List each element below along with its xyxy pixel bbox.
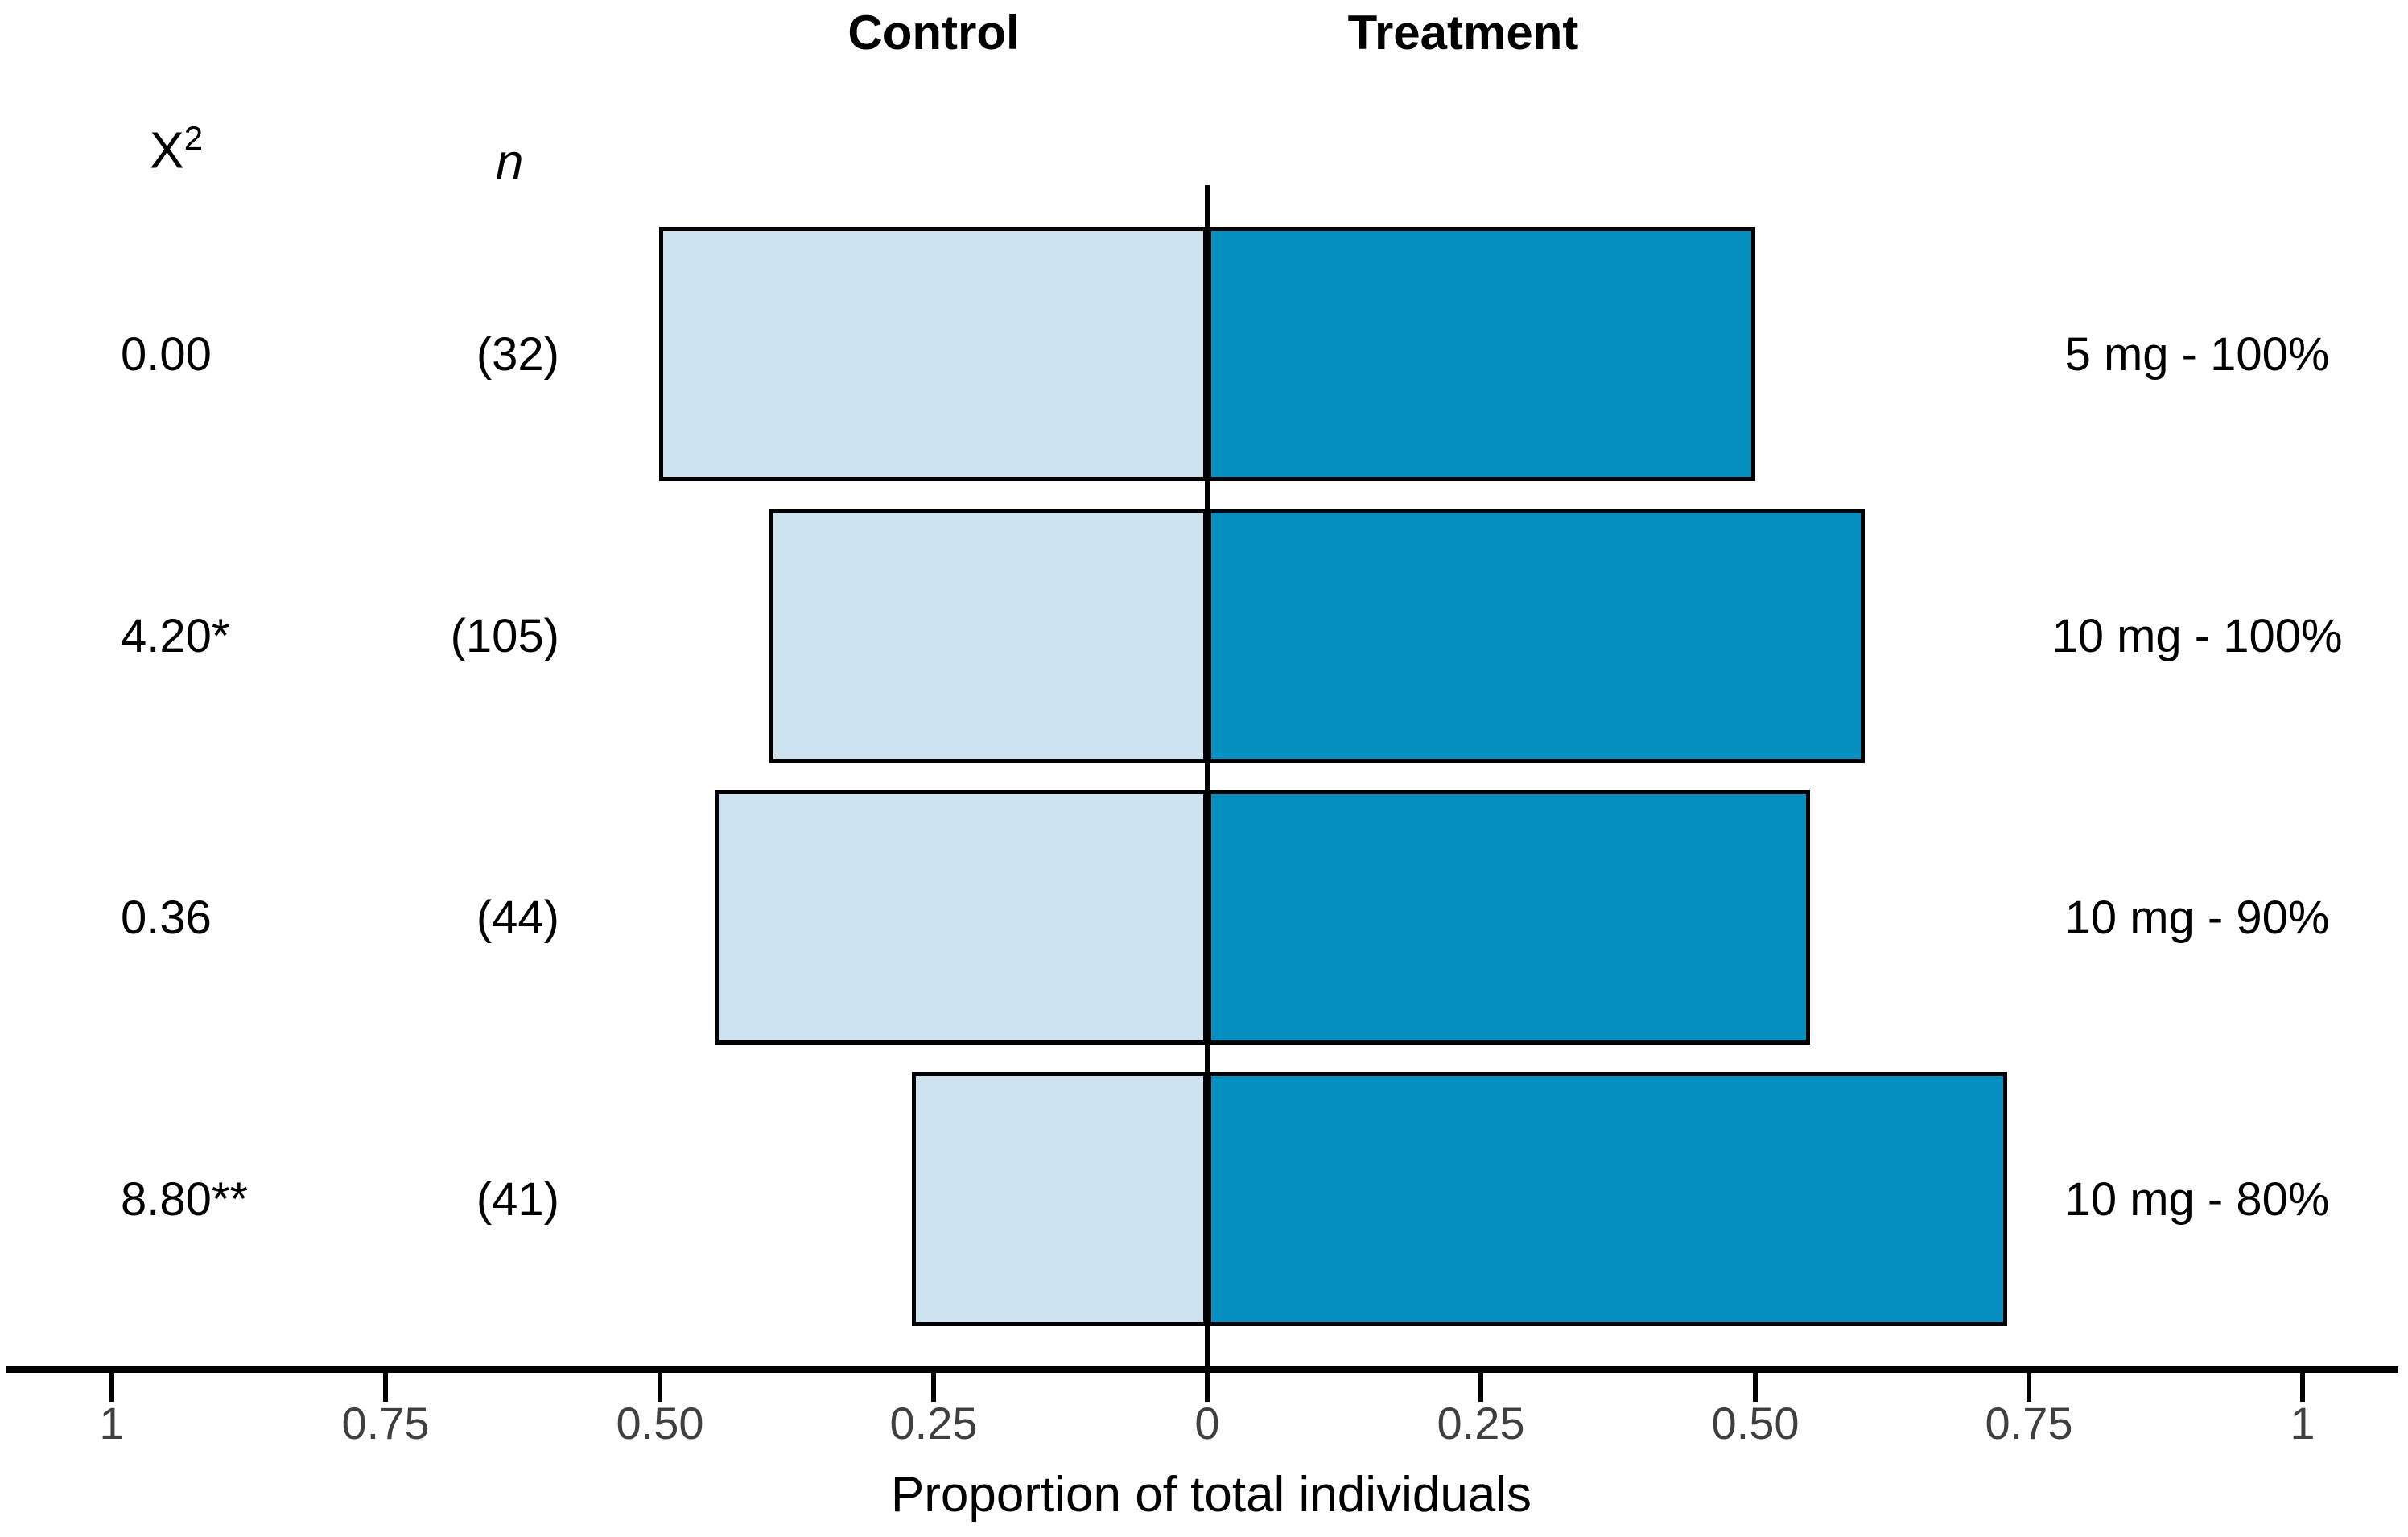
x-axis-line xyxy=(6,1366,2398,1373)
chi-square-column-header: X2 xyxy=(150,119,203,179)
x-tick-label: 0.75 xyxy=(1985,1398,2073,1448)
chi-square-value: 0.36 xyxy=(121,891,212,944)
x-tick-mark xyxy=(658,1373,662,1402)
x-tick-mark xyxy=(1753,1373,1758,1402)
control-column-title: Control xyxy=(847,6,1020,60)
treatment-bar xyxy=(1207,1072,2007,1326)
x-tick-label: 0.50 xyxy=(1711,1398,1800,1448)
zero-baseline xyxy=(1205,185,1210,1373)
control-bar xyxy=(659,227,1207,481)
x-tick-mark xyxy=(383,1373,388,1402)
x-tick-mark xyxy=(2300,1373,2305,1402)
x-tick-label: 0.50 xyxy=(616,1398,704,1448)
x-tick-mark xyxy=(109,1373,114,1402)
treatment-bar xyxy=(1207,790,1810,1045)
x-tick-mark xyxy=(1205,1373,1210,1402)
control-bar xyxy=(912,1072,1207,1326)
chi-square-symbol: X xyxy=(150,121,184,179)
chi-square-value: 4.20* xyxy=(121,609,230,662)
chi-square-exponent: 2 xyxy=(183,119,204,157)
n-value: (41) xyxy=(476,1172,559,1226)
x-axis-title: Proportion of total individuals xyxy=(890,1467,1532,1523)
row-label: 5 mg - 100% xyxy=(2064,328,2330,381)
row-label: 10 mg - 80% xyxy=(2064,1172,2330,1226)
x-tick-label: 1 xyxy=(99,1398,125,1448)
n-value: (44) xyxy=(476,891,559,944)
n-column-header: n xyxy=(496,134,524,190)
x-tick-label: 0 xyxy=(1194,1398,1220,1448)
n-value: (105) xyxy=(450,609,559,662)
control-bar xyxy=(715,790,1207,1045)
treatment-bar xyxy=(1207,509,1865,763)
x-tick-mark xyxy=(931,1373,936,1402)
x-tick-label: 0.25 xyxy=(889,1398,978,1448)
x-tick-label: 1 xyxy=(2290,1398,2315,1448)
x-tick-label: 0.75 xyxy=(341,1398,430,1448)
x-tick-mark xyxy=(1478,1373,1483,1402)
n-value: (32) xyxy=(476,328,559,381)
treatment-column-title: Treatment xyxy=(1347,6,1579,60)
chi-square-value: 8.80** xyxy=(121,1172,249,1226)
chi-square-value: 0.00 xyxy=(121,328,212,381)
control-bar xyxy=(769,509,1207,763)
x-tick-label: 0.25 xyxy=(1437,1398,1525,1448)
x-tick-mark xyxy=(2027,1373,2031,1402)
row-label: 10 mg - 100% xyxy=(2051,609,2343,662)
treatment-bar xyxy=(1207,227,1755,481)
row-label: 10 mg - 90% xyxy=(2064,891,2330,944)
